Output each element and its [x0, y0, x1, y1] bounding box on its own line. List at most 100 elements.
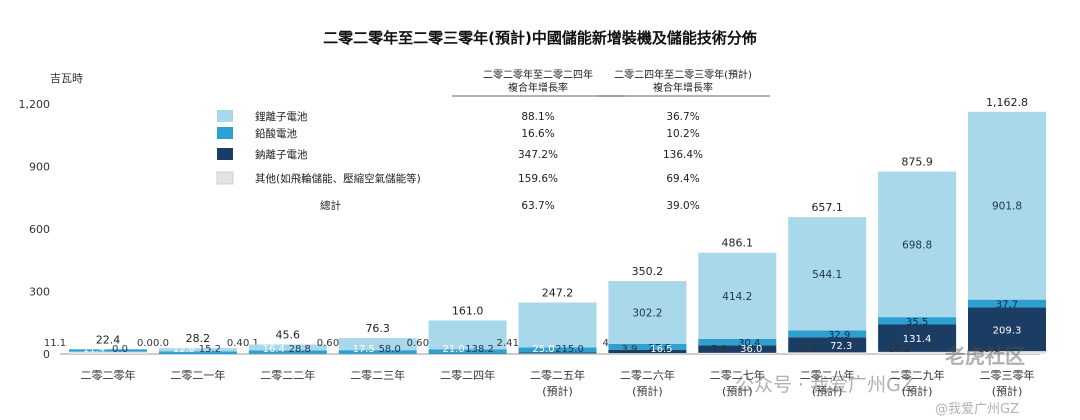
bar-value-label: 16.5 — [650, 344, 672, 355]
bar-total-label: 28.2 — [186, 332, 211, 345]
bar-segment — [428, 349, 507, 354]
legend-cagr-2020-2024: 159.6% — [518, 173, 558, 185]
bar-value-label: 0.0 — [112, 344, 128, 355]
bar-segment — [968, 351, 1046, 354]
bar-segment — [518, 352, 597, 354]
x-tick-label: 二零二九年 — [890, 368, 945, 382]
bar-total-label: 247.2 — [542, 287, 574, 300]
legend-cagr-2020-2024: 347.2% — [518, 149, 558, 161]
bar-segment — [158, 351, 237, 354]
legend-label: 總計 — [320, 199, 341, 212]
bar-segment — [878, 317, 957, 325]
bar-total-label: 161.0 — [452, 304, 484, 317]
bar-value-label: 30.4 — [738, 338, 760, 349]
bar-segment — [338, 338, 417, 351]
bar-value-label: 27.6 — [648, 343, 670, 354]
bar-segment — [69, 351, 147, 354]
legend-header-line: 複合年增長率 — [508, 81, 568, 94]
bar-value-label: 37.7 — [996, 300, 1018, 311]
watermark-account: 公众号 · 我爱广州GZ — [735, 374, 914, 396]
bar-value-label: 35.5 — [906, 317, 928, 328]
bar-value-label: 58.0 — [379, 344, 401, 355]
bar-segment — [518, 353, 597, 354]
bar-total-label: 76.3 — [365, 322, 390, 335]
bar-value-label: 21.0 — [442, 344, 464, 355]
x-tick-label: 二零二八年 — [800, 368, 855, 382]
bar-total-label: 22.4 — [96, 333, 121, 346]
bar-value-label: 11.1 — [44, 338, 66, 349]
bar-total-label: 486.1 — [722, 237, 754, 250]
legend-label: 鉛酸電池 — [255, 127, 297, 140]
bar-value-label: 32.9 — [828, 330, 850, 341]
legend-header-line: 二零二四年至二零三零年(預計) — [614, 68, 752, 81]
bar-value-label: 0.0 — [137, 338, 153, 349]
bar-segment — [878, 171, 957, 318]
x-tick-sublabel: (預計) — [902, 384, 933, 398]
bar-segment — [788, 337, 867, 353]
bar-segment — [158, 348, 237, 352]
legend-cagr-2024-2030: 39.0% — [666, 200, 699, 212]
y-tick-label: 1,200 — [19, 98, 51, 111]
bar-value-label: 5.6 — [711, 344, 727, 355]
bar-value-label: 36.0 — [740, 344, 762, 355]
bar-value-label: 15.2 — [199, 344, 221, 355]
bar-value-label: 17.5 — [353, 344, 375, 355]
legend-label: 鈉離子電池 — [255, 148, 308, 161]
legend-cagr-2020-2024: 88.1% — [521, 111, 554, 123]
legend-swatch — [217, 127, 233, 139]
bar-segment — [698, 352, 777, 354]
bar-value-label: 414.2 — [722, 291, 752, 303]
legend-swatch — [217, 110, 233, 122]
x-tick-sublabel: (預計) — [542, 384, 573, 398]
x-tick-label: 二零三零年 — [980, 368, 1035, 382]
bar-value-label: 901.8 — [992, 201, 1022, 213]
legend-cagr-2024-2030: 36.7% — [666, 111, 699, 123]
bar-total-label: 657.1 — [811, 201, 843, 214]
legend-label: 其他(如飛輪儲能、壓縮空氣儲能等) — [255, 172, 421, 185]
x-tick-label: 二零二七年 — [710, 368, 765, 382]
x-tick-label: 二零二四年 — [440, 368, 495, 382]
y-tick-label: 600 — [29, 223, 50, 236]
bar-segment — [968, 307, 1046, 352]
bar-segment — [608, 349, 687, 354]
bar-segment — [878, 351, 957, 354]
bar-segment — [698, 339, 777, 346]
watermark-handle: @我爱广州GZ — [935, 402, 1019, 417]
bar-segment — [788, 352, 867, 354]
bar-segment — [608, 281, 687, 344]
bar-segment — [968, 299, 1046, 308]
legend-swatch — [217, 148, 233, 160]
bar-value-label: 698.8 — [902, 239, 932, 251]
bar-segment — [608, 353, 687, 354]
watermark-brand: 老虎社区 — [945, 344, 1025, 368]
x-tick-label: 二零二六年 — [620, 368, 675, 382]
legend-cagr-2024-2030: 136.4% — [663, 149, 703, 161]
legend-swatch — [216, 171, 234, 185]
bar-value-label: 0.1 — [243, 338, 259, 349]
x-tick-label: 二零二五年 — [530, 368, 585, 382]
bar-value-label: 10.2 — [888, 344, 910, 355]
bar-value-label: 215.0 — [555, 344, 584, 355]
bar-segment — [248, 350, 327, 354]
legend-cagr-2024-2030: 69.4% — [666, 173, 699, 185]
y-tick-label: 300 — [29, 286, 50, 299]
legend-header-line: 二零二零年至二零二四年 — [483, 68, 593, 81]
legend-cagr-2020-2024: 63.7% — [521, 200, 554, 212]
bar-segment — [788, 217, 867, 331]
bar-segment — [608, 344, 687, 350]
x-tick-label: 二零二三年 — [350, 368, 405, 382]
bar-total-label: 1,162.8 — [986, 96, 1028, 109]
bar-segment — [518, 347, 597, 353]
x-tick-sublabel: (預計) — [722, 384, 753, 398]
bar-segment — [428, 320, 507, 350]
y-axis-unit-label: 吉瓦時 — [50, 72, 83, 85]
bar-value-label: 544.1 — [812, 269, 842, 281]
bar-value-label: 138.2 — [465, 344, 494, 355]
bar-total-label: 45.6 — [276, 329, 301, 342]
bar-total-label: 350.2 — [632, 265, 664, 278]
legend-cagr-2020-2024: 16.6% — [521, 128, 554, 140]
legend-cagr-2024-2030: 10.2% — [666, 128, 699, 140]
bar-value-label: 0.6 — [407, 338, 423, 349]
